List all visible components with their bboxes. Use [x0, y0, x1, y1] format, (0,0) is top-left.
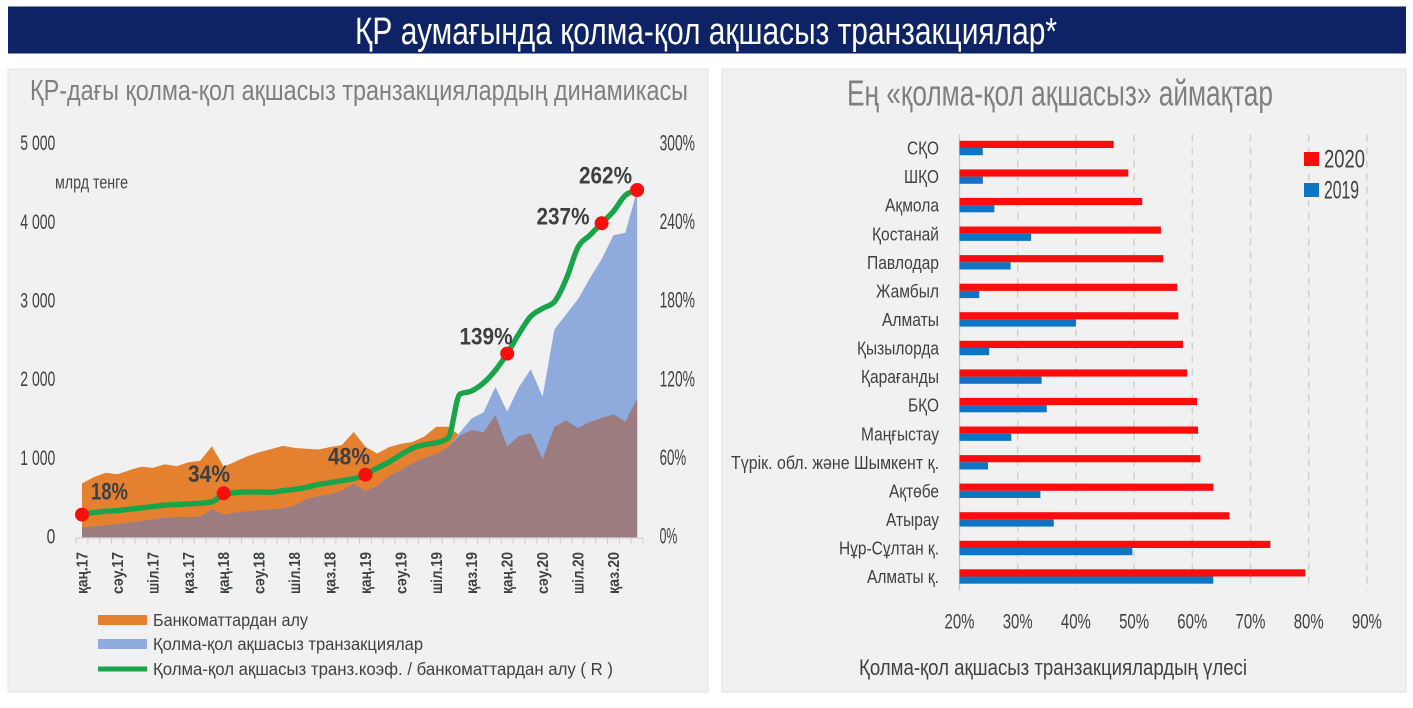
svg-text:Банкоматтардан алу: Банкоматтардан алу — [153, 610, 308, 630]
svg-text:Маңғыстау: Маңғыстау — [861, 423, 940, 444]
svg-text:2 000: 2 000 — [20, 367, 55, 391]
svg-text:шіл.19: шіл.19 — [429, 552, 446, 594]
svg-text:18%: 18% — [91, 479, 128, 506]
svg-text:80%: 80% — [1294, 610, 1324, 634]
svg-text:90%: 90% — [1352, 610, 1382, 634]
svg-text:Ақмола: Ақмола — [885, 195, 940, 216]
svg-text:сәу.18: сәу.18 — [252, 552, 269, 594]
svg-text:Нұр-Сұлтан қ.: Нұр-Сұлтан қ. — [839, 538, 939, 559]
svg-text:Қостанай: Қостанай — [872, 223, 939, 244]
svg-text:қаң.17: қаң.17 — [75, 552, 92, 594]
svg-text:60%: 60% — [660, 445, 687, 470]
svg-text:2019: 2019 — [1324, 177, 1359, 205]
svg-text:262%: 262% — [579, 163, 632, 190]
svg-text:сәу.17: сәу.17 — [110, 552, 127, 594]
svg-text:ҚР аумағында қолма-қол ақшасыз: ҚР аумағында қолма-қол ақшасыз транзакци… — [355, 11, 1057, 53]
svg-text:48%: 48% — [328, 444, 370, 471]
svg-text:120%: 120% — [660, 366, 695, 391]
svg-text:млрд тенге: млрд тенге — [55, 173, 128, 193]
svg-text:20%: 20% — [945, 610, 975, 634]
svg-text:60%: 60% — [1177, 610, 1207, 634]
svg-text:5 000: 5 000 — [20, 131, 55, 155]
svg-text:4 000: 4 000 — [20, 210, 55, 234]
svg-text:2020: 2020 — [1324, 146, 1365, 174]
svg-text:50%: 50% — [1119, 610, 1149, 634]
svg-text:қаз.17: қаз.17 — [181, 552, 198, 594]
svg-text:Алматы: Алматы — [882, 309, 939, 330]
svg-text:Түрік. обл. және Шымкент қ.: Түрік. обл. және Шымкент қ. — [731, 452, 939, 473]
svg-text:40%: 40% — [1061, 610, 1091, 634]
svg-text:қаз.19: қаз.19 — [464, 552, 481, 594]
svg-text:34%: 34% — [188, 461, 230, 488]
svg-text:30%: 30% — [1003, 610, 1033, 634]
svg-text:Қызылорда: Қызылорда — [857, 338, 940, 359]
svg-text:139%: 139% — [460, 324, 513, 351]
svg-text:қаң.19: қаң.19 — [358, 552, 375, 594]
svg-text:70%: 70% — [1236, 610, 1266, 634]
svg-text:СҚО: СҚО — [907, 138, 939, 159]
svg-text:қаз.20: қаз.20 — [606, 552, 623, 594]
svg-text:шіл.17: шіл.17 — [145, 552, 162, 594]
svg-text:Атырау: Атырау — [886, 509, 940, 530]
svg-text:Алматы қ.: Алматы қ. — [867, 566, 939, 587]
svg-text:0: 0 — [47, 525, 56, 549]
svg-text:ҚР-дағы қолма-қол ақшасыз тран: ҚР-дағы қолма-қол ақшасыз транзакциялард… — [30, 75, 688, 107]
svg-text:қаң.20: қаң.20 — [500, 552, 517, 594]
svg-text:3 000: 3 000 — [20, 289, 55, 313]
svg-text:Қолма-қол ақшасыз транзакцияла: Қолма-қол ақшасыз транзакциялар — [153, 634, 423, 654]
svg-text:240%: 240% — [660, 209, 695, 234]
svg-text:Қолма-қол ақшасыз транзакцияла: Қолма-қол ақшасыз транзакциялардың үлесі — [859, 655, 1247, 680]
svg-text:Павлодар: Павлодар — [867, 252, 939, 273]
svg-text:180%: 180% — [660, 288, 695, 313]
svg-text:ШҚО: ШҚО — [904, 166, 939, 187]
svg-text:237%: 237% — [537, 204, 590, 231]
svg-text:қаң.18: қаң.18 — [216, 552, 233, 594]
svg-text:Жамбыл: Жамбыл — [876, 281, 939, 302]
svg-text:қаз.18: қаз.18 — [323, 552, 340, 594]
svg-text:Қолма-қол ақшасыз транз.коэф.: Қолма-қол ақшасыз транз.коэф. / банкомат… — [153, 659, 613, 679]
svg-text:шіл.18: шіл.18 — [287, 552, 304, 594]
svg-text:1 000: 1 000 — [20, 446, 55, 470]
svg-text:шіл.20: шіл.20 — [571, 552, 588, 594]
svg-text:Қарағанды: Қарағанды — [861, 366, 939, 387]
svg-text:сәу.20: сәу.20 — [535, 552, 552, 594]
svg-text:сәу.19: сәу.19 — [393, 552, 410, 594]
svg-text:300%: 300% — [660, 130, 695, 155]
svg-text:0%: 0% — [660, 524, 678, 549]
svg-text:БҚО: БҚО — [908, 395, 939, 416]
svg-text:Ақтөбе: Ақтөбе — [889, 480, 939, 501]
svg-text:Ең «қолма-қол ақшасыз» аймақта: Ең «қолма-қол ақшасыз» аймақтар — [847, 73, 1273, 114]
